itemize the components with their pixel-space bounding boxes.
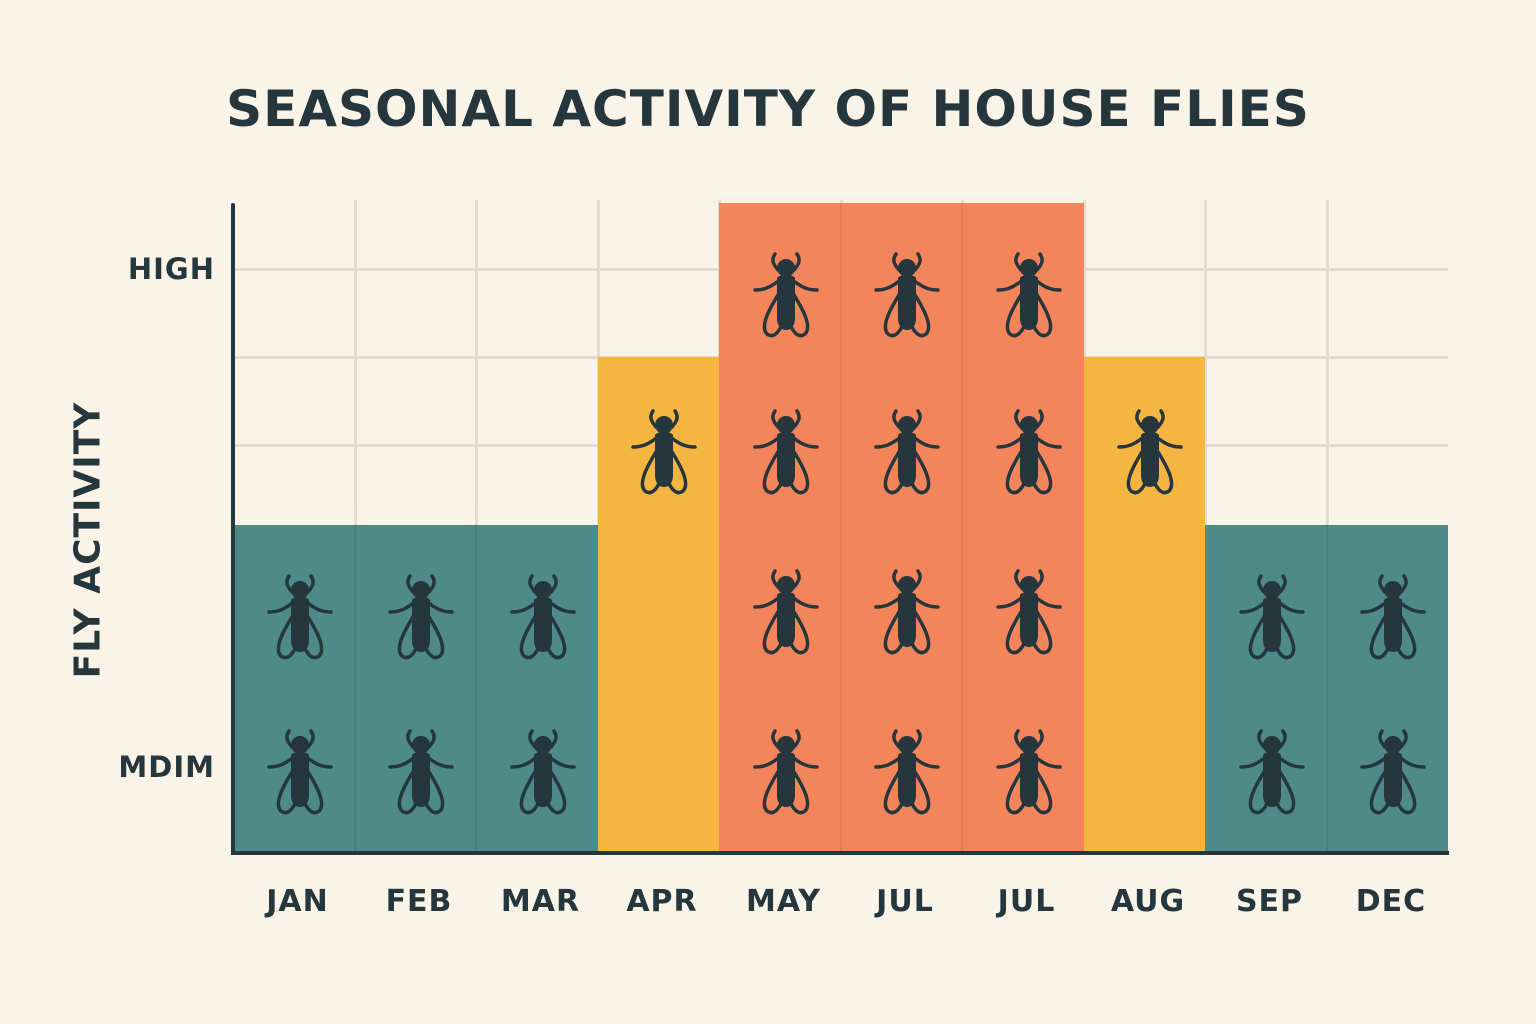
x-tick-label: JUL: [876, 884, 934, 919]
y-tick-medium: MDIM: [118, 750, 215, 784]
fly-icon: [872, 565, 942, 657]
bar-separator: [353, 525, 356, 853]
fly-icon: [751, 565, 821, 657]
fly-icon: [994, 565, 1064, 657]
fly-icon: [994, 248, 1064, 340]
fly-icon: [1237, 725, 1307, 817]
y-axis-line: [231, 203, 235, 855]
fly-icon: [1237, 570, 1307, 662]
fly-icon: [265, 725, 335, 817]
fly-icon: [508, 570, 578, 662]
fly-icon: [386, 570, 456, 662]
x-tick-label: DEC: [1355, 884, 1427, 919]
fly-icon: [265, 570, 335, 662]
fly-icon: [751, 725, 821, 817]
bar-separator: [961, 203, 963, 853]
fly-icon: [872, 725, 942, 817]
y-tick-high: HIGH: [127, 252, 215, 286]
fly-icon: [751, 248, 821, 340]
fly-icon: [629, 405, 699, 497]
y-axis-label: FLY ACTIVITY: [67, 401, 109, 679]
fly-icon: [1358, 725, 1428, 817]
chart-title: SEASONAL ACTIVITY OF HOUSE FLIES: [226, 80, 1310, 138]
fly-icon: [872, 248, 942, 340]
fly-icon: [1115, 405, 1185, 497]
fly-icon: [994, 725, 1064, 817]
bar-separator: [475, 525, 477, 853]
x-tick-label: MAR: [500, 884, 581, 919]
bar-separator: [839, 203, 842, 853]
x-tick-label: APR: [626, 884, 698, 919]
x-axis-line: [231, 851, 1449, 855]
bar-separator: [1325, 525, 1328, 853]
fly-icon: [508, 725, 578, 817]
x-tick-label: JAN: [266, 884, 329, 919]
fly-icon: [1358, 570, 1428, 662]
x-tick-label: AUG: [1110, 884, 1186, 919]
fly-icon: [994, 405, 1064, 497]
x-tick-label: MAY: [746, 884, 821, 919]
plot-area: [233, 200, 1448, 853]
x-tick-label: SEP: [1235, 884, 1304, 919]
fly-icon: [872, 405, 942, 497]
x-tick-label: FEB: [385, 884, 453, 919]
x-tick-label: JUL: [997, 884, 1056, 919]
fly-icon: [386, 725, 456, 817]
fly-icon: [751, 405, 821, 497]
